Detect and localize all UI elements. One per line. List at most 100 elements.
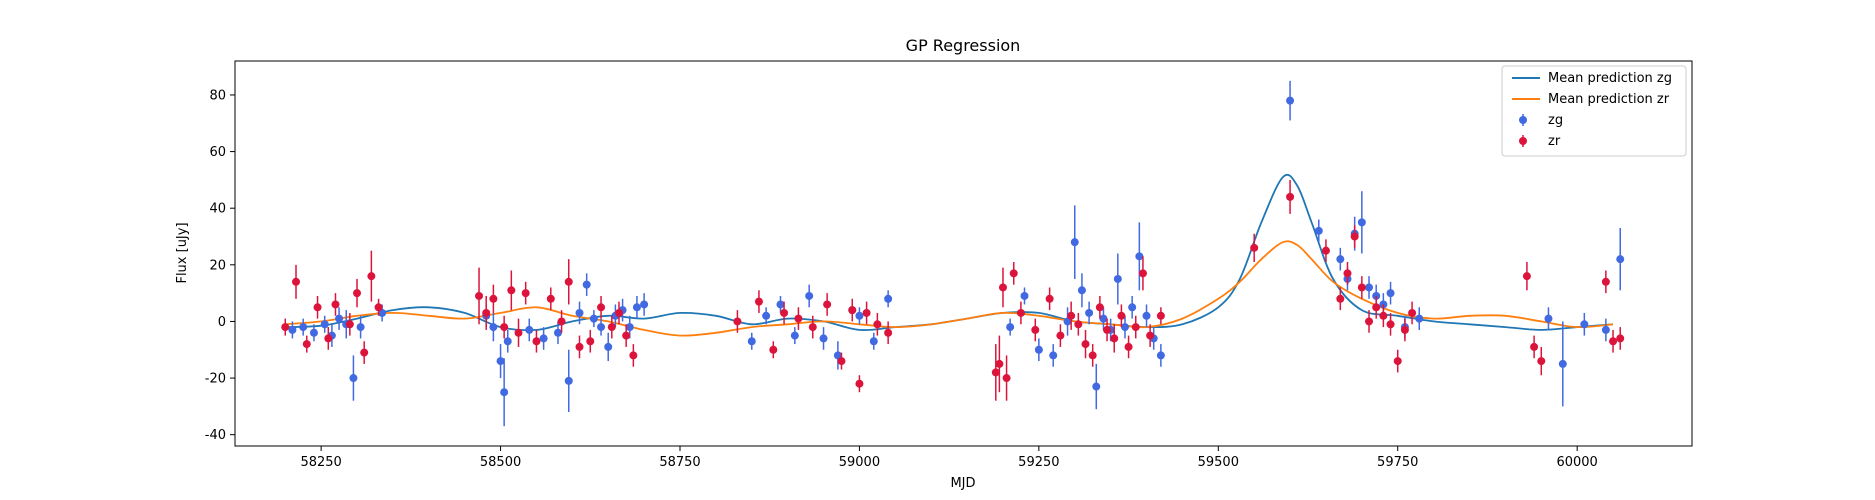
zg-point bbox=[575, 301, 584, 325]
zg-point bbox=[589, 310, 598, 328]
legend-zr-marker bbox=[1519, 135, 1527, 147]
zr-point bbox=[808, 315, 817, 339]
zr-point bbox=[313, 295, 322, 319]
y-tick-label-0: 0 bbox=[218, 315, 226, 330]
zg-point bbox=[855, 307, 864, 325]
zr-point bbox=[500, 315, 509, 339]
legend-zg-marker bbox=[1519, 114, 1527, 126]
zr-point bbox=[1530, 335, 1539, 359]
series-zg bbox=[288, 80, 1625, 427]
x-axis-label: MJD bbox=[950, 476, 975, 491]
zr-point bbox=[1336, 287, 1345, 311]
zr-point bbox=[614, 301, 623, 325]
zg-point bbox=[1099, 307, 1108, 330]
zr-point bbox=[1350, 225, 1359, 248]
zg-point bbox=[1357, 191, 1366, 254]
zg-point bbox=[1049, 344, 1058, 367]
zr-point bbox=[1088, 344, 1097, 367]
zg-point bbox=[525, 318, 534, 342]
line-mean-prediction-zr bbox=[285, 240, 1614, 337]
data-points bbox=[281, 80, 1625, 427]
zr-point bbox=[855, 375, 864, 393]
zr-point bbox=[1286, 179, 1295, 214]
zg-point bbox=[489, 312, 498, 342]
zr-point bbox=[1016, 301, 1025, 325]
series-zr bbox=[281, 179, 1625, 401]
zr-point bbox=[780, 301, 789, 325]
zr-point bbox=[353, 278, 362, 308]
zr-point bbox=[991, 344, 1000, 401]
zr-point bbox=[837, 352, 846, 370]
zg-point bbox=[309, 324, 318, 342]
zr-point bbox=[629, 344, 638, 367]
zg-point bbox=[1063, 307, 1072, 336]
zr-point bbox=[622, 324, 631, 347]
zr-point bbox=[1343, 261, 1352, 285]
x-axis: 58250 58500 58750 59000 59250 59500 59750 60000 bbox=[300, 446, 1598, 470]
zg-point bbox=[805, 284, 814, 308]
legend-zr-line-label: Mean prediction zr bbox=[1548, 92, 1670, 107]
zr-point bbox=[507, 270, 516, 311]
zr-point bbox=[1095, 295, 1104, 319]
zg-point bbox=[604, 332, 613, 362]
zr-point bbox=[733, 310, 742, 333]
y-tick-label-60: 60 bbox=[209, 145, 226, 160]
zr-point bbox=[1110, 324, 1119, 353]
zr-point bbox=[1609, 329, 1618, 353]
zg-point bbox=[1120, 315, 1129, 339]
zr-point bbox=[345, 312, 354, 336]
zr-point bbox=[1537, 346, 1546, 376]
zg-point bbox=[288, 321, 297, 339]
zg-point bbox=[1558, 321, 1567, 407]
zg-point bbox=[884, 290, 893, 308]
zr-point bbox=[1386, 312, 1395, 336]
zr-point bbox=[884, 321, 893, 345]
zr-point bbox=[607, 315, 616, 339]
zg-point bbox=[1365, 276, 1374, 299]
zr-point bbox=[1138, 256, 1147, 291]
zr-point bbox=[360, 341, 369, 364]
zr-point bbox=[575, 335, 584, 359]
zr-point bbox=[1250, 233, 1259, 262]
zg-point bbox=[869, 332, 878, 350]
legend-box bbox=[1501, 65, 1687, 157]
zr-point bbox=[1146, 324, 1155, 347]
zg-point bbox=[1070, 205, 1079, 279]
zr-point bbox=[794, 307, 803, 330]
zg-point bbox=[1314, 219, 1323, 243]
zg-point bbox=[299, 318, 308, 336]
zr-point bbox=[1074, 312, 1083, 336]
zr-point bbox=[331, 293, 340, 316]
zg-point bbox=[1616, 228, 1625, 291]
zg-point bbox=[1128, 295, 1137, 319]
y-tick-label-80: 80 bbox=[209, 88, 226, 103]
zr-point bbox=[597, 295, 606, 319]
zg-point bbox=[500, 358, 509, 427]
zg-point bbox=[335, 307, 344, 330]
zr-point bbox=[1372, 295, 1381, 319]
zr-point bbox=[1522, 261, 1531, 291]
x-tick-label-60000: 60000 bbox=[1556, 455, 1597, 470]
zr-point bbox=[873, 312, 882, 336]
zr-point bbox=[475, 267, 484, 325]
zg-point bbox=[776, 295, 785, 313]
zr-point bbox=[1601, 270, 1610, 294]
zr-point bbox=[1067, 301, 1076, 330]
zg-point bbox=[1092, 363, 1101, 410]
zr-point bbox=[281, 318, 290, 336]
zg-point bbox=[640, 293, 649, 316]
x-tick-label-59500: 59500 bbox=[1198, 455, 1239, 470]
zg-point bbox=[1006, 318, 1015, 336]
zr-point bbox=[1400, 318, 1409, 342]
y-axis: -40 -20 0 20 40 60 80 bbox=[205, 88, 235, 443]
zr-point bbox=[1365, 310, 1374, 333]
zr-point bbox=[532, 329, 541, 353]
zr-point bbox=[1357, 276, 1366, 299]
zr-point bbox=[1009, 261, 1018, 285]
zg-point bbox=[1336, 247, 1345, 271]
plot-frame bbox=[234, 60, 1693, 447]
zr-point bbox=[1045, 287, 1054, 311]
legend-zg-label: zg bbox=[1548, 113, 1563, 128]
zg-point bbox=[496, 344, 505, 379]
zg-point bbox=[747, 332, 756, 350]
